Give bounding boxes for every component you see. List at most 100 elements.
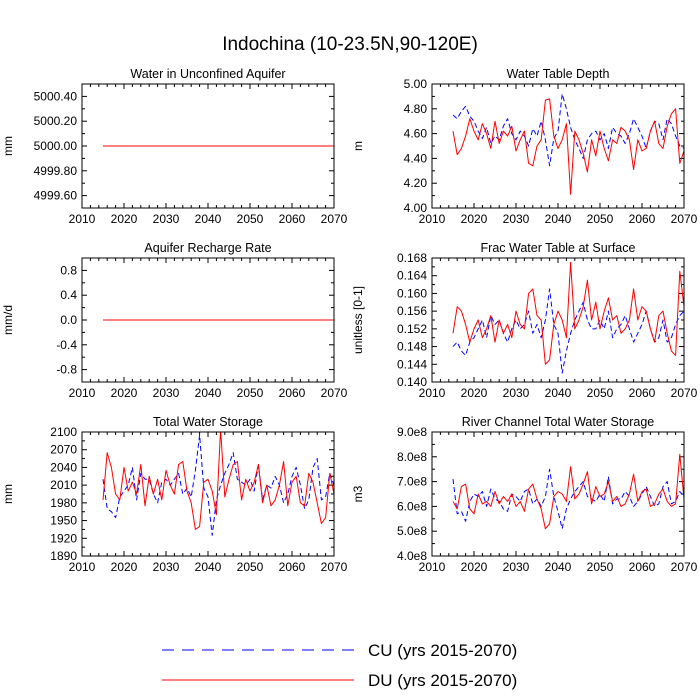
panel-recharge-rate: Aquifer Recharge Rate mm/d 2010 2020 2030 204…: [1, 241, 348, 400]
frac-water-table-frame: [431, 257, 685, 383]
panel-frac-water-table: Frac Water Table at Surface unitless [0-1…: [351, 241, 698, 400]
panel-total-water-storage: Total Water Storage mm 2010 2020 2030 2040 205…: [1, 415, 348, 574]
river-storage-xtick-label: 2070: [671, 560, 698, 574]
total-water-storage-xtick-label: 2010: [69, 560, 96, 574]
recharge-rate-xtick-label: 2030: [153, 386, 180, 400]
recharge-rate-xtick-label: 2040: [195, 386, 222, 400]
water-table-depth-xtick-label: 2010: [419, 212, 446, 226]
legend-label-du: DU (yrs 2015-2070): [368, 671, 517, 690]
recharge-rate-ylabel: mm/d: [1, 305, 15, 335]
water-table-depth-ytick-label: 4.20: [404, 176, 428, 190]
total-water-storage-ytick-label: 2070: [50, 443, 77, 457]
frac-water-table-xtick-label: 2070: [671, 386, 698, 400]
total-water-storage-ytick-label: 1890: [50, 549, 77, 563]
water-table-depth-xtick-label: 2050: [587, 212, 614, 226]
aquifer-water-ytick-label: 5000.20: [34, 114, 78, 128]
recharge-rate-xtick-label: 2070: [321, 386, 348, 400]
river-storage-xtick-label: 2010: [419, 560, 446, 574]
frac-water-table-ytick-label: 0.168: [397, 251, 427, 265]
recharge-rate-ytick-label: 0.0: [60, 313, 77, 327]
water-table-depth-xtick-label: 2040: [545, 212, 572, 226]
aquifer-water-xtick-label: 2040: [195, 212, 222, 226]
aquifer-water-xtick-label: 2010: [69, 212, 96, 226]
river-storage-series-du: [452, 453, 684, 530]
water-table-depth-ylabel: m: [351, 141, 365, 151]
aquifer-water-xtick-label: 2020: [111, 212, 138, 226]
river-storage-xtick-label: 2020: [461, 560, 488, 574]
water-table-depth-xtick-label: 2030: [503, 212, 530, 226]
total-water-storage-ytick-label: 2010: [50, 478, 77, 492]
panel-aquifer-water: Water in Unconfined Aquifer mm 2010 2020 203…: [1, 67, 348, 226]
frac-water-table-xtick-label: 2060: [629, 386, 656, 400]
frac-water-table-ytick-label: 0.140: [397, 375, 427, 389]
aquifer-water-xtick-label: 2060: [279, 212, 306, 226]
total-water-storage-xtick-label: 2050: [237, 560, 264, 574]
panel-water-table-depth: Water Table Depth m 2010 2020 2030 2040 2050 20…: [351, 67, 698, 226]
water-table-depth-xtick-label: 2070: [671, 212, 698, 226]
water-table-depth-ytick-label: 5.00: [404, 77, 428, 91]
frac-water-table-ytick-label: 0.144: [397, 357, 427, 371]
total-water-storage-ytick-label: 2100: [50, 425, 77, 439]
recharge-rate-ytick-label: -0.4: [56, 338, 77, 352]
aquifer-water-ytick-label: 5000.40: [34, 89, 78, 103]
river-storage-ytick-label: 5.0e8: [397, 524, 427, 538]
river-storage-xtick-label: 2050: [587, 560, 614, 574]
recharge-rate-xtick-label: 2020: [111, 386, 138, 400]
frac-water-table-ytick-label: 0.156: [397, 304, 427, 318]
water-table-depth-frame: [431, 83, 685, 209]
frac-water-table-ytick-label: 0.160: [397, 286, 427, 300]
water-table-depth-ytick-label: 4.60: [404, 127, 428, 141]
recharge-rate-ytick-label: 0.4: [60, 288, 77, 302]
water-table-depth-ytick-label: 4.40: [404, 151, 428, 165]
figure-title: Indochina (10-23.5N,90-120E): [222, 34, 478, 55]
total-water-storage-frame: [81, 431, 335, 557]
total-water-storage-xtick-label: 2040: [195, 560, 222, 574]
recharge-rate-ytick-label: -0.8: [56, 363, 77, 377]
total-water-storage-ytick-label: 1920: [50, 531, 77, 545]
river-storage-ylabel: m3: [351, 485, 365, 502]
frac-water-table-xtick-label: 2020: [461, 386, 488, 400]
recharge-rate-title: Aquifer Recharge Rate: [144, 241, 271, 255]
recharge-rate-frame: [81, 257, 335, 383]
water-table-depth-xtick-label: 2060: [629, 212, 656, 226]
total-water-storage-xtick-label: 2030: [153, 560, 180, 574]
frac-water-table-xtick-label: 2040: [545, 386, 572, 400]
water-table-depth-ytick-label: 4.00: [404, 201, 428, 215]
total-water-storage-ytick-label: 1950: [50, 514, 77, 528]
total-water-storage-title: Total Water Storage: [153, 415, 263, 429]
recharge-rate-xtick-label: 2010: [69, 386, 96, 400]
river-storage-xtick-label: 2060: [629, 560, 656, 574]
water-table-depth-xtick-label: 2020: [461, 212, 488, 226]
frac-water-table-xtick-label: 2010: [419, 386, 446, 400]
frac-water-table-ytick-label: 0.164: [397, 269, 427, 283]
total-water-storage-ytick-label: 1980: [50, 496, 77, 510]
legend: CU (yrs 2015-2070) DU (yrs 2015-2070): [162, 641, 517, 690]
total-water-storage-xtick-label: 2060: [279, 560, 306, 574]
river-storage-ytick-label: 9.0e8: [397, 425, 427, 439]
river-storage-ytick-label: 8.0e8: [397, 450, 427, 464]
frac-water-table-series-du: [452, 261, 684, 365]
aquifer-water-ytick-label: 4999.80: [34, 164, 78, 178]
chart-panels: Water in Unconfined Aquifer mm 2010 2020 203…: [1, 67, 698, 574]
total-water-storage-series-du: [102, 432, 334, 530]
water-table-depth-series-du: [452, 98, 684, 195]
frac-water-table-title: Frac Water Table at Surface: [481, 241, 636, 255]
river-storage-ytick-label: 7.0e8: [397, 475, 427, 489]
river-storage-xtick-label: 2040: [545, 560, 572, 574]
total-water-storage-ytick-label: 2040: [50, 460, 77, 474]
frac-water-table-ylabel: unitless [0-1]: [351, 286, 365, 354]
water-table-depth-series-cu: [452, 93, 684, 167]
total-water-storage-xtick-label: 2070: [321, 560, 348, 574]
total-water-storage-xtick-label: 2020: [111, 560, 138, 574]
frac-water-table-xtick-label: 2030: [503, 386, 530, 400]
frac-water-table-ytick-label: 0.148: [397, 340, 427, 354]
aquifer-water-xtick-label: 2050: [237, 212, 264, 226]
frac-water-table-xtick-label: 2050: [587, 386, 614, 400]
aquifer-water-ylabel: mm: [1, 136, 15, 156]
river-storage-title: River Channel Total Water Storage: [462, 415, 655, 429]
water-table-depth-ytick-label: 4.80: [404, 102, 428, 116]
water-table-depth-title: Water Table Depth: [507, 67, 610, 81]
aquifer-water-frame: [81, 83, 335, 209]
recharge-rate-xtick-label: 2060: [279, 386, 306, 400]
